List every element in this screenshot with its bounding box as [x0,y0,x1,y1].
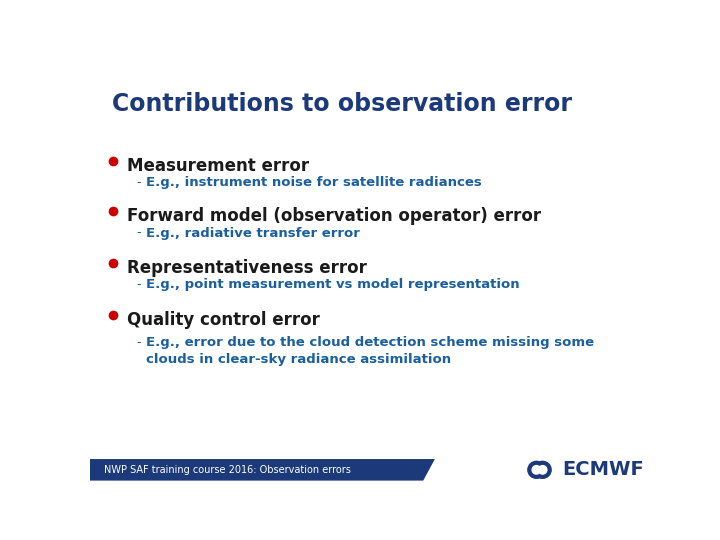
Circle shape [532,465,541,474]
Text: Contributions to observation error: Contributions to observation error [112,92,572,116]
Text: -: - [137,177,141,190]
Text: E.g., instrument noise for satellite radiances: E.g., instrument noise for satellite rad… [145,177,482,190]
Text: E.g., point measurement vs model representation: E.g., point measurement vs model represe… [145,278,519,291]
Circle shape [534,461,551,478]
Text: E.g., error due to the cloud detection scheme missing some
clouds in clear-sky r: E.g., error due to the cloud detection s… [145,336,594,366]
Circle shape [539,465,547,474]
Text: Forward model (observation operator) error: Forward model (observation operator) err… [127,207,541,225]
Text: -: - [137,336,141,349]
Text: NWP SAF training course 2016: Observation errors: NWP SAF training course 2016: Observatio… [104,465,351,475]
Text: ECMWF: ECMWF [563,460,644,480]
Text: Measurement error: Measurement error [127,157,310,175]
Text: -: - [137,278,141,291]
Polygon shape [90,459,435,481]
Circle shape [528,461,545,478]
Text: -: - [137,226,141,240]
Text: E.g., radiative transfer error: E.g., radiative transfer error [145,226,360,240]
Text: Representativeness error: Representativeness error [127,259,367,277]
Text: Quality control error: Quality control error [127,311,320,329]
